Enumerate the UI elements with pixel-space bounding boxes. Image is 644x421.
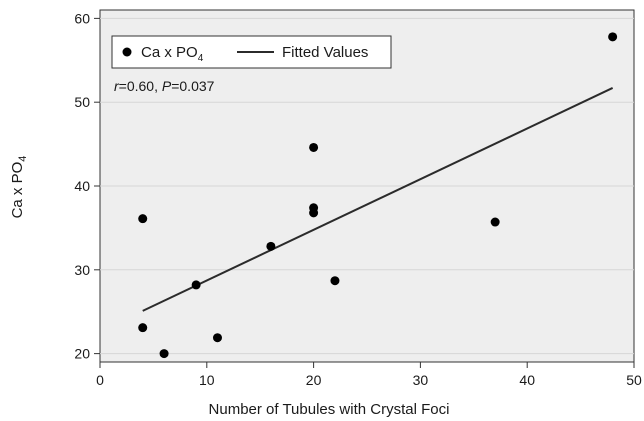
data-points: [138, 32, 618, 359]
x-tick-label: 40: [519, 372, 535, 388]
stat-p-value: =0.037: [171, 78, 214, 94]
y-tick-label: 20: [74, 346, 90, 362]
data-point: [309, 142, 319, 152]
stats-annotation: r=0.60, P=0.037: [114, 78, 215, 94]
stat-r-symbol: r: [114, 78, 120, 94]
data-point: [330, 276, 340, 286]
x-tick-label: 30: [413, 372, 429, 388]
legend-points-label: Ca x PO4: [141, 44, 204, 64]
legend-line-label: Fitted Values: [282, 44, 368, 61]
legend-points-main: Ca x PO: [141, 44, 198, 61]
fitted-line-group: [142, 87, 614, 312]
y-axis-label: Ca x PO4: [9, 156, 29, 219]
x-axis-label: Number of Tubules with Crystal Foci: [209, 401, 450, 418]
stat-r-value: =0.60,: [119, 78, 162, 94]
axis-ticks: 20 30 40 50 60 0 10 20 30 40 50: [74, 10, 642, 388]
x-tick-label: 10: [199, 372, 215, 388]
legend-points-sub: 4: [198, 53, 204, 64]
gridlines-overlay: [100, 17, 634, 355]
data-point: [490, 217, 500, 227]
x-tick-label: 0: [96, 372, 104, 388]
fitted-line: [142, 87, 614, 312]
data-point: [159, 349, 169, 359]
y-tick-label: 40: [74, 178, 90, 194]
legend-point-marker: [122, 47, 132, 57]
data-point: [191, 280, 201, 290]
y-tick-label: 30: [74, 262, 90, 278]
data-point: [138, 214, 148, 224]
y-tick-label: 60: [74, 10, 90, 26]
data-point: [309, 208, 319, 218]
data-point: [212, 333, 222, 343]
data-point: [266, 241, 276, 251]
y-tick-label: 50: [74, 94, 90, 110]
legend: Ca x PO4 Fitted Values: [111, 35, 392, 69]
x-tick-label: 50: [626, 372, 642, 388]
x-tick-label: 20: [306, 372, 322, 388]
stat-p-symbol: P: [162, 78, 172, 94]
data-point: [138, 323, 148, 333]
y-axis-label-sub: 4: [17, 156, 29, 162]
data-point: [608, 32, 618, 42]
y-axis-label-main: Ca x PO: [9, 162, 26, 219]
